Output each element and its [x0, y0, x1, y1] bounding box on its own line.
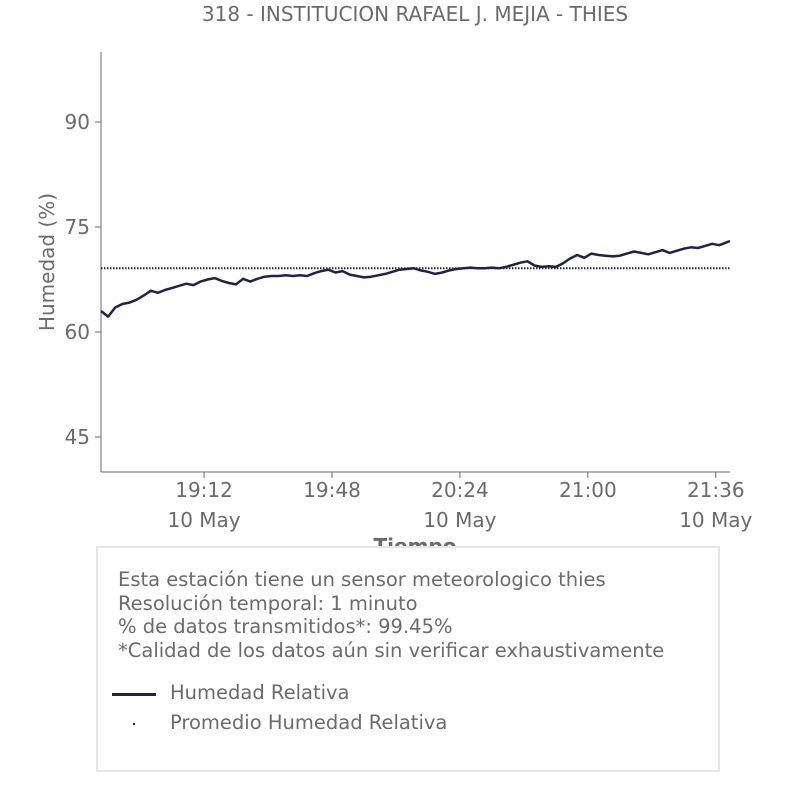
- info-line-transmitted: % de datos transmitidos*: 99.45%: [118, 615, 453, 638]
- x-tick-date-label: 10 May: [167, 508, 240, 532]
- x-tick-label: 20:24: [431, 478, 489, 502]
- info-line-quality: *Calidad de los datos aún sin verificar …: [118, 638, 665, 662]
- y-ticks: 45 60 75 90: [65, 110, 101, 449]
- info-line-resolution: Resolución temporal: 1 minuto: [118, 591, 418, 615]
- humidity-chart: 318 - INSTITUCION RAFAEL J. MEJIA - THIE…: [35, 2, 753, 558]
- series-group: [100, 239, 731, 318]
- x-ticks: 19:12 10 May 19:48 20:24 10 May 21:00 21:36 10 …: [167, 472, 753, 532]
- y-tick-label: 45: [65, 425, 90, 449]
- x-tick-label: 21:36: [687, 478, 745, 502]
- legend-dot-swatch: [133, 723, 135, 725]
- info-legend-box: Esta estación tiene un sensor meteorolog…: [96, 546, 720, 772]
- y-axis-title: Humedad (%): [35, 193, 59, 331]
- legend-label-promedio: Promedio Humedad Relativa: [170, 711, 448, 734]
- info-line-sensor: Esta estación tiene un sensor meteorolog…: [118, 568, 606, 591]
- series-line-humedad-relativa: [100, 239, 731, 318]
- chart-title: 318 - INSTITUCION RAFAEL J. MEJIA - THIE…: [202, 2, 628, 26]
- x-tick-label: 19:12: [175, 478, 233, 502]
- x-tick-date-label: 10 May: [423, 508, 496, 532]
- y-tick-label: 90: [65, 110, 90, 134]
- x-tick-label: 21:00: [559, 478, 617, 502]
- info-lines: Esta estación tiene un sensor meteorolog…: [118, 568, 664, 662]
- x-tick-date-label: 10 May: [679, 508, 752, 532]
- y-tick-label: 75: [65, 215, 90, 239]
- legend-label-humedad: Humedad Relativa: [170, 681, 350, 704]
- y-tick-label: 60: [65, 320, 90, 344]
- x-tick-label: 19:48: [303, 478, 361, 502]
- legend-line-swatch: [112, 693, 156, 696]
